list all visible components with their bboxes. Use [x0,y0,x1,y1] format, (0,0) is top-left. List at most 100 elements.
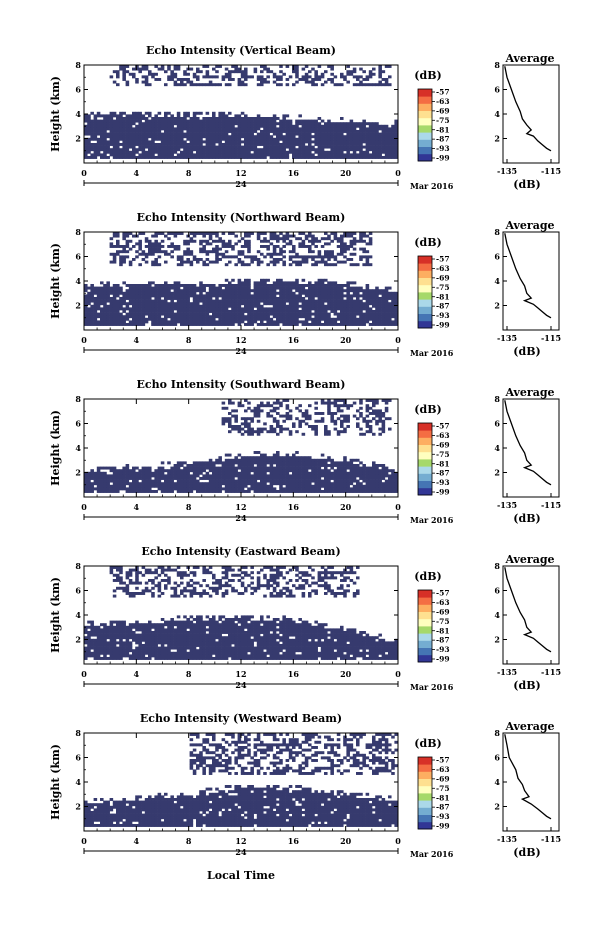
echo-cell [192,487,197,491]
echo-cell [256,291,261,295]
colorbar-segment [418,263,432,271]
echo-cell [311,307,315,311]
echo-cell [324,484,328,488]
echo-cell [132,234,136,238]
echo-cell [90,291,94,295]
echo-cell [151,153,155,157]
echo-cell [346,317,350,321]
echo-cell [208,474,213,478]
echo-cell [285,153,290,157]
echo-cell [176,464,181,467]
echo-cell [116,137,120,141]
echo-cell [327,456,331,460]
echo-cell [285,140,290,144]
echo-cell [119,130,123,133]
echo-cell [192,153,197,157]
echo-cell [247,117,251,120]
echo-cell [151,122,155,126]
echo-cell [330,150,334,154]
echo-cell [164,135,168,139]
echo-cell [253,484,258,488]
echo-cell [119,320,123,324]
echo-cell [180,464,184,467]
echo-cell [135,124,139,128]
echo-cell [285,78,290,81]
echo-cell [109,289,114,293]
echo-cell [266,130,270,133]
echo-cell [276,464,280,467]
echo-cell [295,304,299,308]
echo-cell [84,148,88,152]
echo-cell [164,145,168,149]
echo-cell [372,294,376,298]
echo-cell [285,307,290,311]
echo-cell [269,425,274,428]
echo-cell [336,252,341,256]
echo-cell [372,150,376,154]
echo-cell [202,464,206,467]
echo-cell [388,143,392,146]
echo-cell [100,122,104,126]
echo-cell [148,127,152,131]
echo-cell [215,469,219,473]
echo-cell [212,117,216,120]
echo-cell [173,135,178,139]
echo-cell [183,289,187,293]
colorbar-tick-label: -93 [436,311,450,320]
echo-cell [311,461,315,465]
echo-cell [237,487,242,491]
echo-cell [112,477,117,480]
echo-cell [311,258,315,261]
echo-cell [285,284,290,287]
echo-cell [279,124,283,128]
echo-cell [282,245,286,248]
echo-cell [285,143,290,146]
echo-cell [148,130,152,133]
echo-cell [330,323,334,326]
echo-cell [237,477,242,480]
echo-cell [352,299,357,303]
x-tick-label: 12 [235,335,246,345]
echo-cell [340,317,344,321]
echo-cell [208,237,213,241]
y-tick-label: 4 [75,276,81,286]
echo-cell [317,150,322,154]
echo-cell [199,477,203,480]
echo-cell [109,252,114,256]
echo-cell [167,302,171,306]
echo-cell [237,119,242,123]
echo-cell [372,137,376,141]
echo-cell [228,70,232,74]
echo-cell [196,479,200,483]
echo-cell [231,317,235,321]
echo-cell [215,156,219,159]
echo-cell [221,148,226,152]
echo-cell [308,479,312,483]
echo-cell [148,140,152,144]
echo-cell [138,137,142,141]
echo-cell [176,479,181,483]
echo-cell [167,232,171,235]
echo-cell [93,119,98,123]
echo-cell [173,148,178,152]
echo-cell [352,122,357,126]
colorbar-segment [418,139,432,147]
echo-cell [324,140,328,144]
echo-cell [125,122,130,126]
echo-cell [141,320,146,324]
echo-cell [295,471,299,475]
echo-cell [100,320,104,324]
echo-cell [119,127,123,131]
echo-cell [157,148,162,152]
echo-cell [205,307,210,311]
echo-cell [132,132,136,136]
echo-cell [202,474,206,478]
echo-cell [228,417,232,421]
echo-cell [263,239,267,243]
echo-cell [288,122,293,126]
echo-cell [263,291,267,295]
echo-cell [164,302,168,306]
echo-cell [356,310,360,313]
echo-cell [215,297,219,300]
echo-cell [96,323,101,326]
